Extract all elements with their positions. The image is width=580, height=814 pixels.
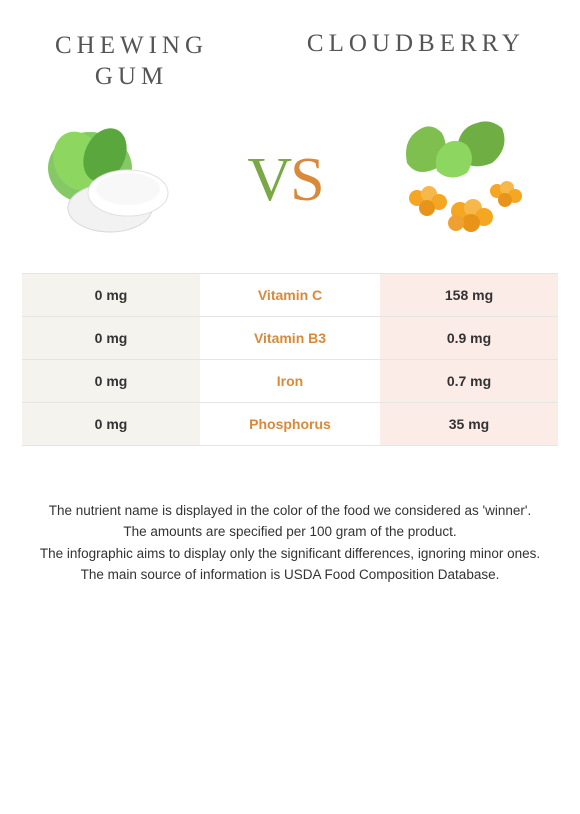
table-row: 0 mgVitamin B30.9 mg [22,317,558,360]
left-title-line1: CHEWING [55,32,208,59]
cloudberry-image [375,113,540,248]
table-row: 0 mgPhosphorus35 mg [22,403,558,446]
images-row: VS [0,103,580,273]
right-food-title: CLOUDBERRY [307,30,525,93]
footnote-line: The infographic aims to display only the… [25,544,555,564]
left-value: 0 mg [22,360,200,402]
right-value: 35 mg [380,403,558,445]
nutrient-name: Vitamin B3 [200,317,380,359]
vs-v: V [247,146,290,214]
nutrient-name: Vitamin C [200,274,380,316]
nutrient-name: Iron [200,360,380,402]
vs-label: VS [247,145,322,216]
nutrient-name: Phosphorus [200,403,380,445]
footnote-line: The main source of information is USDA F… [25,565,555,585]
footnote-line: The nutrient name is displayed in the co… [25,501,555,521]
footnote-line: The amounts are specified per 100 gram o… [25,522,555,542]
left-value: 0 mg [22,317,200,359]
vs-s: S [290,146,322,214]
right-value: 0.7 mg [380,360,558,402]
left-title-line2: GUM [95,63,168,90]
right-value: 0.9 mg [380,317,558,359]
footnotes: The nutrient name is displayed in the co… [0,501,580,585]
header: CHEWING GUM CLOUDBERRY [0,0,580,103]
chewing-gum-image [30,113,195,248]
left-food-title: CHEWING GUM [55,30,208,93]
left-value: 0 mg [22,274,200,316]
table-row: 0 mgIron0.7 mg [22,360,558,403]
left-value: 0 mg [22,403,200,445]
right-value: 158 mg [380,274,558,316]
nutrient-table: 0 mgVitamin C158 mg0 mgVitamin B30.9 mg0… [22,273,558,446]
table-row: 0 mgVitamin C158 mg [22,274,558,317]
